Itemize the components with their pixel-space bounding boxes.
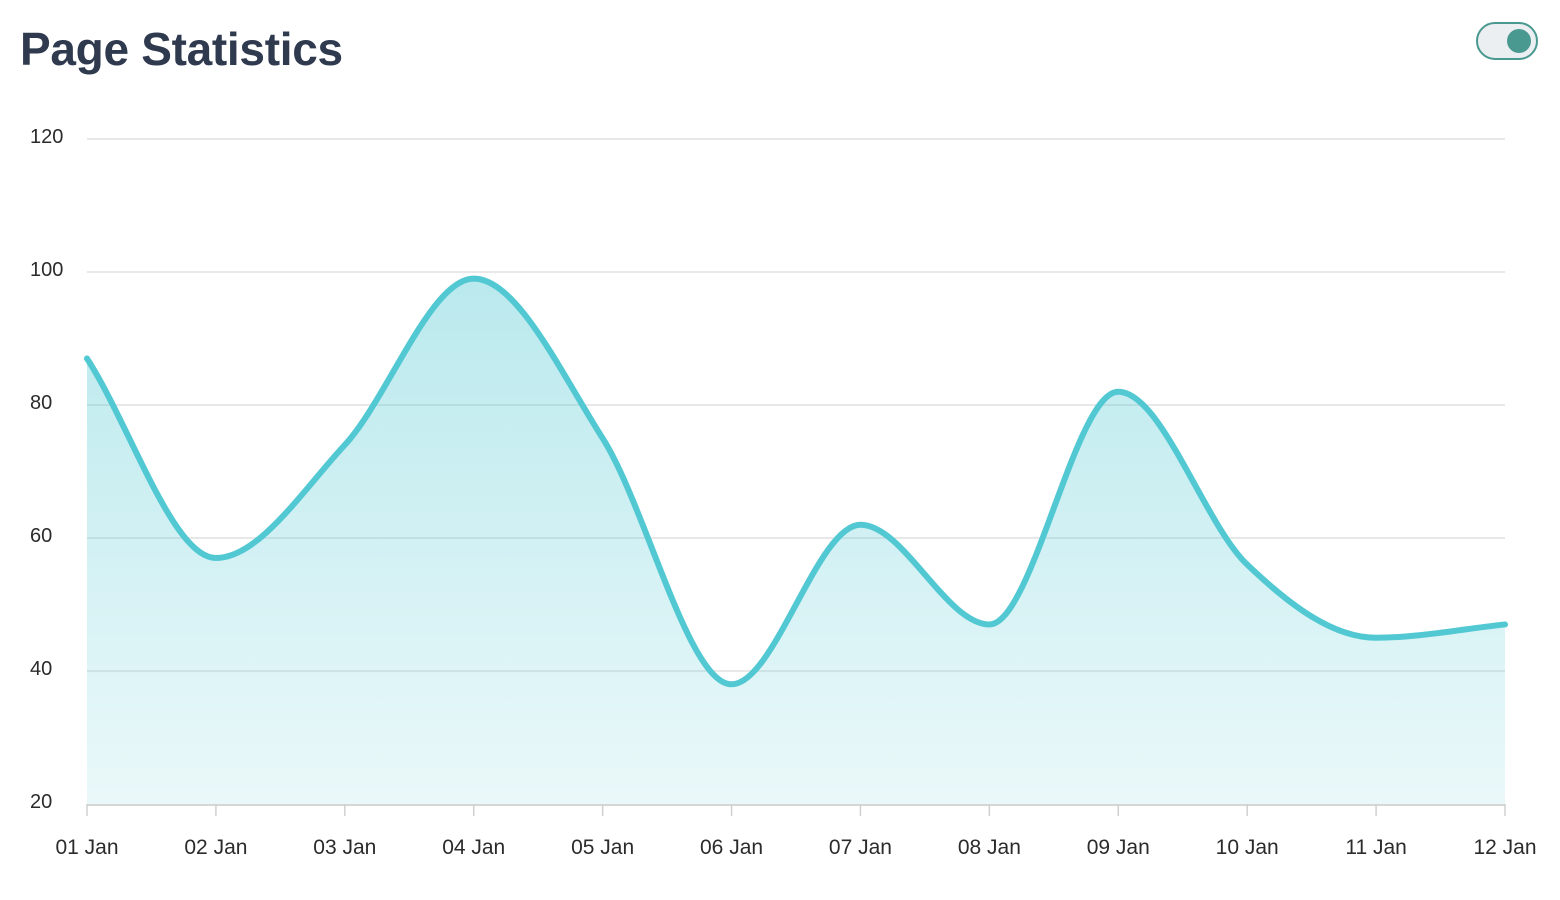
data-point-08-jan[interactable] [985, 620, 993, 628]
series-line [84, 275, 1508, 688]
x-tick-label: 08 Jan [958, 836, 1021, 859]
data-point-04-jan[interactable] [470, 275, 478, 283]
y-tick-label: 20 [30, 791, 52, 813]
data-point-11-jan[interactable] [1372, 634, 1380, 642]
page-title: Page Statistics [20, 23, 343, 75]
data-point-01-jan[interactable] [83, 354, 91, 362]
x-tick-label: 12 Jan [1473, 836, 1536, 859]
data-point-03-jan[interactable] [341, 441, 349, 449]
data-point-05-jan[interactable] [599, 434, 607, 442]
data-point-09-jan[interactable] [1114, 388, 1122, 396]
x-tick-label: 11 Jan [1345, 836, 1407, 859]
chart-header: Page Statistics [0, 0, 1560, 100]
data-point-06-jan[interactable] [728, 680, 736, 688]
toggle-knob [1507, 29, 1531, 53]
data-point-07-jan[interactable] [856, 521, 864, 529]
x-tick-label: 04 Jan [442, 836, 505, 859]
data-point-12-jan[interactable] [1501, 620, 1509, 628]
y-tick-label: 100 [30, 259, 63, 281]
x-tick-label: 10 Jan [1216, 836, 1279, 859]
x-tick-label: 02 Jan [184, 836, 247, 859]
x-axis-labels: 01 Jan 02 Jan 03 Jan 04 Jan 05 Jan 06 Jan 07 J… [55, 836, 1536, 859]
x-tick-label: 03 Jan [313, 836, 376, 859]
x-tick-label: 05 Jan [571, 836, 634, 859]
y-axis-labels: 20 40 60 80 100 120 [30, 126, 63, 813]
data-point-10-jan[interactable] [1243, 561, 1251, 569]
chart-toggle-switch[interactable] [1476, 22, 1538, 60]
y-tick-label: 40 [30, 658, 52, 680]
x-axis [86, 804, 1506, 816]
series-area-fill [87, 278, 1505, 804]
x-tick-label: 09 Jan [1087, 836, 1150, 859]
area-layer [83, 275, 1509, 804]
data-point-02-jan[interactable] [212, 554, 220, 562]
x-tick-label: 06 Jan [700, 836, 763, 859]
x-tick-label: 01 Jan [55, 836, 118, 859]
y-tick-label: 120 [30, 126, 63, 148]
y-tick-label: 60 [30, 525, 52, 547]
x-tick-label: 07 Jan [829, 836, 892, 859]
y-tick-label: 80 [30, 392, 52, 414]
